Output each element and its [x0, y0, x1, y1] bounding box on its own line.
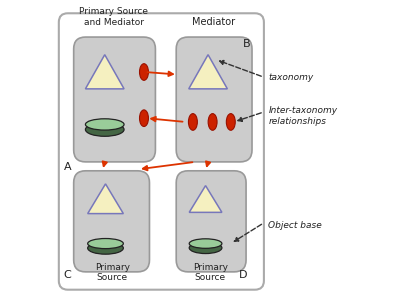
Text: C: C — [64, 270, 72, 280]
Ellipse shape — [189, 242, 222, 254]
Ellipse shape — [188, 114, 197, 130]
Text: Primary
Source: Primary Source — [95, 263, 130, 282]
Text: Object base: Object base — [268, 221, 322, 230]
Text: Primary
Source: Primary Source — [193, 263, 228, 282]
Ellipse shape — [140, 110, 148, 127]
Ellipse shape — [208, 114, 217, 130]
Ellipse shape — [86, 123, 124, 136]
FancyBboxPatch shape — [176, 171, 246, 272]
Ellipse shape — [226, 114, 235, 130]
FancyBboxPatch shape — [74, 171, 150, 272]
FancyBboxPatch shape — [59, 13, 264, 290]
Polygon shape — [189, 186, 222, 212]
Ellipse shape — [88, 242, 123, 254]
Polygon shape — [86, 55, 124, 89]
Text: Primary Source
and Mediator: Primary Source and Mediator — [79, 7, 148, 27]
Polygon shape — [189, 55, 227, 89]
Text: taxonomy: taxonomy — [268, 73, 314, 82]
FancyBboxPatch shape — [74, 37, 156, 162]
Ellipse shape — [88, 238, 123, 249]
Ellipse shape — [86, 119, 124, 130]
Ellipse shape — [189, 239, 222, 248]
Text: A: A — [64, 162, 72, 172]
Text: D: D — [239, 270, 247, 280]
Text: Mediator: Mediator — [192, 17, 235, 27]
Ellipse shape — [140, 64, 148, 80]
FancyBboxPatch shape — [176, 37, 252, 162]
Text: Inter-taxonomy
relationships: Inter-taxonomy relationships — [268, 106, 338, 125]
Polygon shape — [88, 184, 123, 214]
Text: B: B — [243, 38, 251, 49]
